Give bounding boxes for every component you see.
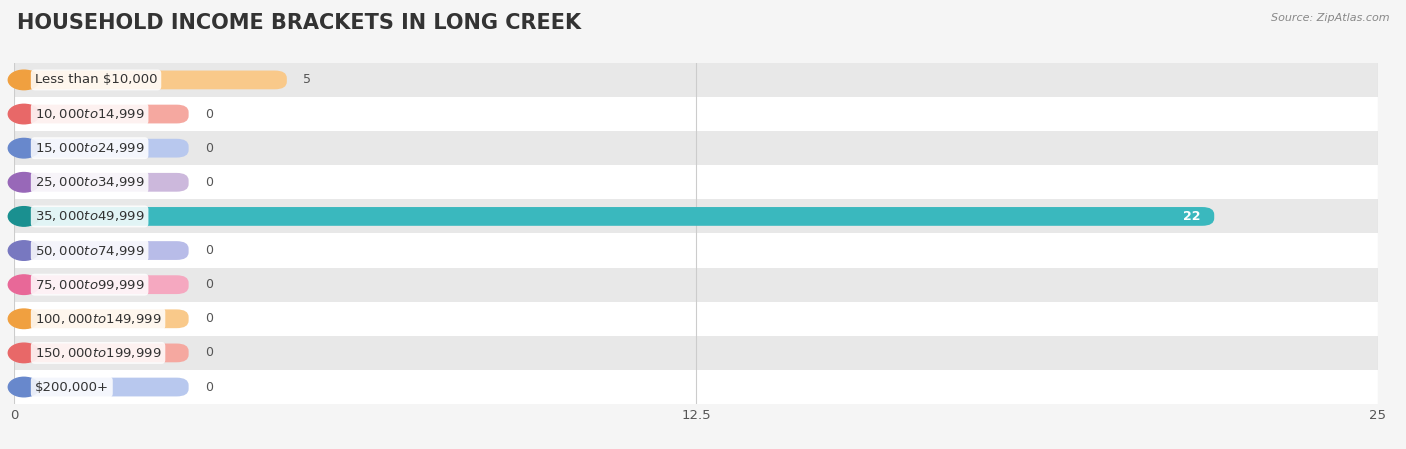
Text: $50,000 to $74,999: $50,000 to $74,999 (35, 243, 145, 258)
Text: $75,000 to $99,999: $75,000 to $99,999 (35, 277, 145, 292)
FancyBboxPatch shape (14, 139, 188, 158)
Bar (14, 165, 1378, 199)
Bar (14, 131, 1378, 165)
Text: Source: ZipAtlas.com: Source: ZipAtlas.com (1271, 13, 1389, 23)
Text: $15,000 to $24,999: $15,000 to $24,999 (35, 141, 145, 155)
Text: $150,000 to $199,999: $150,000 to $199,999 (35, 346, 162, 360)
Bar (14, 336, 1378, 370)
Text: $35,000 to $49,999: $35,000 to $49,999 (35, 209, 145, 224)
Text: 0: 0 (205, 108, 212, 120)
Text: 5: 5 (304, 74, 311, 86)
Text: $100,000 to $149,999: $100,000 to $149,999 (35, 312, 162, 326)
FancyBboxPatch shape (14, 378, 188, 396)
Circle shape (8, 309, 39, 329)
FancyBboxPatch shape (14, 173, 188, 192)
Circle shape (8, 104, 39, 124)
Circle shape (8, 275, 39, 295)
Bar (14, 302, 1378, 336)
FancyBboxPatch shape (14, 275, 188, 294)
Circle shape (8, 138, 39, 158)
Circle shape (8, 207, 39, 226)
Text: 0: 0 (205, 142, 212, 154)
Bar (14, 199, 1378, 233)
FancyBboxPatch shape (14, 70, 287, 89)
Text: 0: 0 (205, 347, 212, 359)
Text: 0: 0 (205, 313, 212, 325)
Text: $10,000 to $14,999: $10,000 to $14,999 (35, 107, 145, 121)
Circle shape (8, 172, 39, 192)
Text: 22: 22 (1182, 210, 1201, 223)
Text: 0: 0 (205, 176, 212, 189)
Text: Less than $10,000: Less than $10,000 (35, 74, 157, 86)
Bar (14, 268, 1378, 302)
Text: 0: 0 (205, 381, 212, 393)
Bar (14, 233, 1378, 268)
Circle shape (8, 377, 39, 397)
FancyBboxPatch shape (14, 309, 188, 328)
Bar (14, 97, 1378, 131)
FancyBboxPatch shape (14, 241, 188, 260)
Text: $25,000 to $34,999: $25,000 to $34,999 (35, 175, 145, 189)
Bar (14, 370, 1378, 404)
FancyBboxPatch shape (14, 207, 1215, 226)
FancyBboxPatch shape (14, 105, 188, 123)
FancyBboxPatch shape (14, 343, 188, 362)
Text: $200,000+: $200,000+ (35, 381, 108, 393)
Text: HOUSEHOLD INCOME BRACKETS IN LONG CREEK: HOUSEHOLD INCOME BRACKETS IN LONG CREEK (17, 13, 581, 34)
Circle shape (8, 70, 39, 90)
Circle shape (8, 343, 39, 363)
Bar (14, 63, 1378, 97)
Text: 0: 0 (205, 278, 212, 291)
Text: 0: 0 (205, 244, 212, 257)
Circle shape (8, 241, 39, 260)
